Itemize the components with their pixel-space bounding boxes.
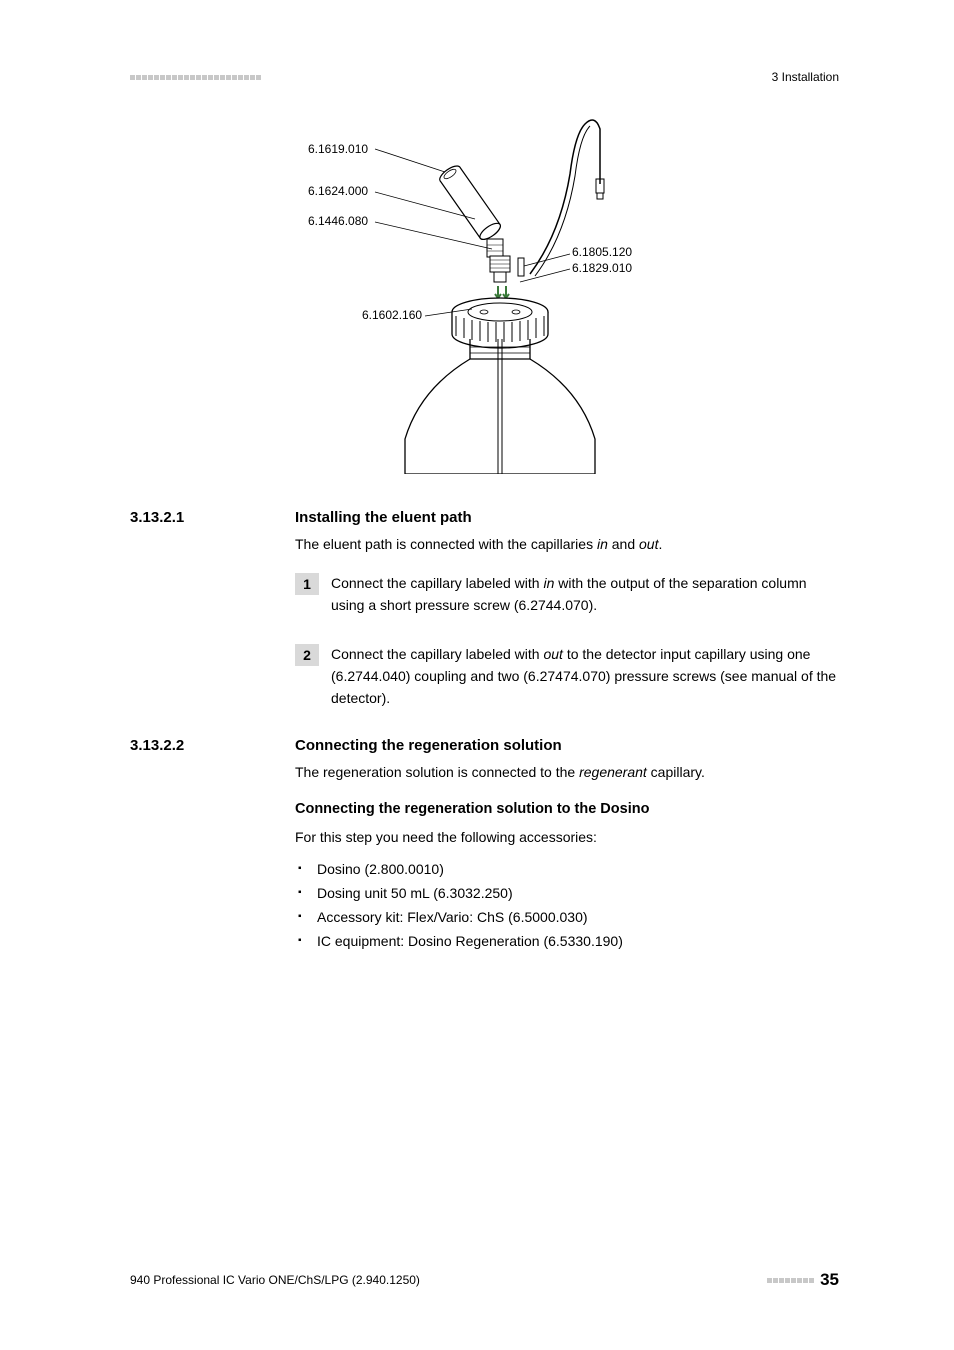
part-label: 6.1829.010	[572, 261, 632, 275]
intro-paragraph: The regeneration solution is connected t…	[295, 762, 839, 783]
accessories-intro: For this step you need the following acc…	[295, 827, 839, 848]
step-number: 2	[295, 644, 319, 666]
section-title: Connecting the regeneration solution	[295, 737, 562, 754]
italic-text: out	[639, 536, 658, 552]
page-number: 35	[820, 1270, 839, 1290]
part-label: 6.1446.080	[308, 214, 368, 228]
footer-right: 35	[767, 1270, 839, 1290]
section-number: 3.13.2.2	[130, 737, 295, 754]
italic-text: regenerant	[579, 764, 647, 780]
italic-text: in	[597, 536, 608, 552]
step-text: Connect the capillary labeled with in wi…	[331, 573, 839, 616]
text: Connect the capillary labeled with	[331, 575, 543, 591]
text: The eluent path is connected with the ca…	[295, 536, 597, 552]
list-item: Accessory kit: Flex/Vario: ChS (6.5000.0…	[295, 906, 839, 930]
part-label: 6.1619.010	[308, 142, 368, 156]
page-header: 3 Installation	[130, 70, 839, 84]
part-label: 6.1602.160	[362, 308, 422, 322]
section-title: Installing the eluent path	[295, 509, 472, 526]
part-label: 6.1624.000	[308, 184, 368, 198]
page-footer: 940 Professional IC Vario ONE/ChS/LPG (2…	[130, 1270, 839, 1290]
text: and	[608, 536, 639, 552]
text: Connect the capillary labeled with	[331, 646, 543, 662]
italic-text: out	[543, 646, 562, 662]
text: .	[658, 536, 662, 552]
technical-diagram: 6.1619.010 6.1624.000 6.1446.080 6.1602.…	[130, 114, 839, 474]
step-number: 1	[295, 573, 319, 595]
list-item: Dosing unit 50 mL (6.3032.250)	[295, 882, 839, 906]
bottle-assembly-illustration	[300, 114, 700, 474]
step-text: Connect the capillary labeled with out t…	[331, 644, 839, 709]
step-item: 1 Connect the capillary labeled with in …	[295, 573, 839, 616]
section-heading: 3.13.2.1 Installing the eluent path	[130, 509, 839, 526]
list-item: Dosino (2.800.0010)	[295, 858, 839, 882]
intro-paragraph: The eluent path is connected with the ca…	[295, 534, 839, 555]
accessories-list: Dosino (2.800.0010) Dosing unit 50 mL (6…	[295, 858, 839, 953]
chapter-label: 3 Installation	[772, 70, 839, 84]
italic-text: in	[543, 575, 554, 591]
list-item: IC equipment: Dosino Regeneration (6.533…	[295, 930, 839, 954]
text: The regeneration solution is connected t…	[295, 764, 579, 780]
section-number: 3.13.2.1	[130, 509, 295, 526]
header-decoration	[130, 75, 261, 80]
part-label: 6.1805.120	[572, 245, 632, 259]
footer-decoration	[767, 1278, 814, 1283]
step-item: 2 Connect the capillary labeled with out…	[295, 644, 839, 709]
footer-document-title: 940 Professional IC Vario ONE/ChS/LPG (2…	[130, 1273, 420, 1287]
section-heading: 3.13.2.2 Connecting the regeneration sol…	[130, 737, 839, 754]
text: capillary.	[647, 764, 705, 780]
subheading: Connecting the regeneration solution to …	[295, 801, 839, 817]
